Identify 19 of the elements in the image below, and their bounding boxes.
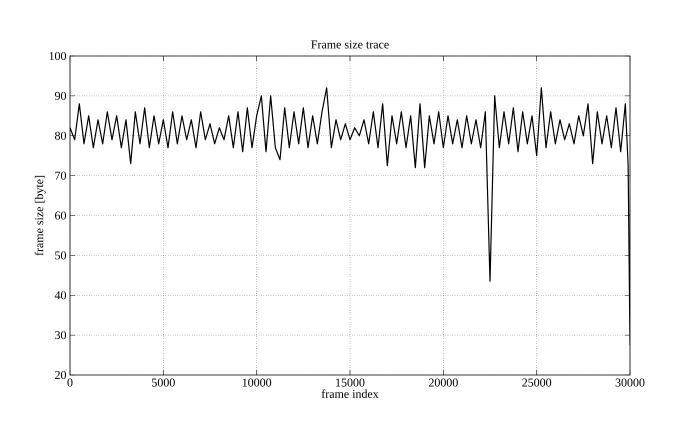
x-axis-title: frame index	[322, 389, 379, 398]
x-tick-label: 20000	[428, 378, 458, 387]
x-tick-label: 10000	[242, 378, 272, 387]
y-tick-label: 100	[50, 52, 66, 60]
chart-title: Frame size trace	[311, 40, 389, 48]
y-tick-label: 60	[55, 211, 66, 220]
x-tick-label: 15000	[336, 378, 364, 387]
x-tick-label: 5000	[152, 378, 175, 387]
y-tick-label: 70	[55, 172, 66, 180]
y-tick-label: 80	[54, 132, 66, 140]
x-tick-label: 30000	[616, 378, 644, 387]
x-tick-label: 0	[67, 378, 73, 387]
y-tick-label: 20	[55, 370, 66, 380]
y-tick-label: 50	[55, 251, 66, 260]
y-tick-label: 30	[55, 331, 66, 340]
y-tick-label: 90	[54, 92, 66, 100]
x-tick-label: 25000	[522, 378, 552, 387]
y-axis-title: frame size [byte]	[34, 176, 46, 256]
y-tick-label: 40	[54, 291, 66, 300]
